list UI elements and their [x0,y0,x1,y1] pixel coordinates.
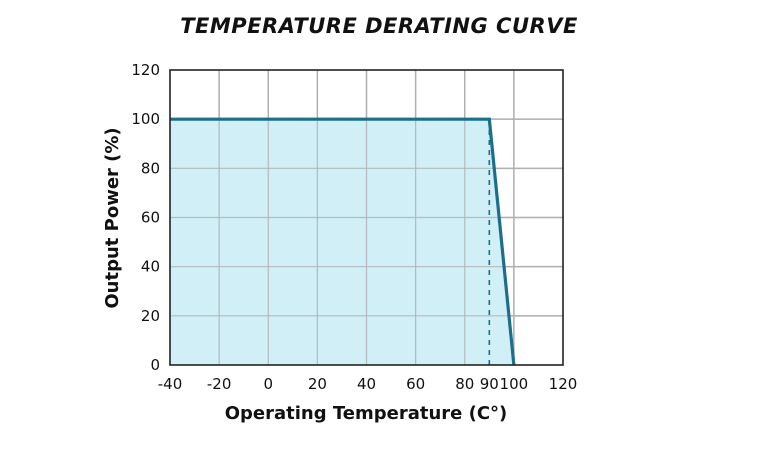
y-tick-label: 0 [150,356,160,374]
x-tick-label: 100 [500,375,529,393]
plot-border [169,69,564,366]
y-tick-label: 60 [141,209,160,227]
y-tick-label: 20 [141,307,160,325]
y-tick-label: 100 [131,110,160,128]
x-tick-label: 0 [263,375,273,393]
x-tick-label: 20 [308,375,327,393]
x-tick-label: -20 [207,375,232,393]
plot-area [170,70,563,366]
chart-title: TEMPERATURE DERATING CURVE [180,14,578,38]
x-axis-label: Operating Temperature (C°) [225,403,508,424]
y-axis-ticks: 0 20 40 60 80 100 120 [131,61,160,374]
derating-area-fill [170,119,514,366]
x-tick-label: -40 [158,375,183,393]
derating-curve-line [170,117,516,366]
x-tick-label: 40 [357,375,376,393]
x-axis-ticks: -40 -20 0 20 40 60 80 90 100 120 [158,375,578,393]
x-tick-label: 80 [455,375,474,393]
plot-frame [169,69,564,366]
x-tick-label: 120 [549,375,578,393]
y-tick-label: 120 [131,61,160,79]
y-tick-label: 80 [141,159,160,177]
x-tick-label: 90 [480,375,499,393]
y-axis-label: Output Power (%) [102,127,123,308]
x-tick-label: 60 [406,375,425,393]
y-tick-label: 40 [141,258,160,276]
